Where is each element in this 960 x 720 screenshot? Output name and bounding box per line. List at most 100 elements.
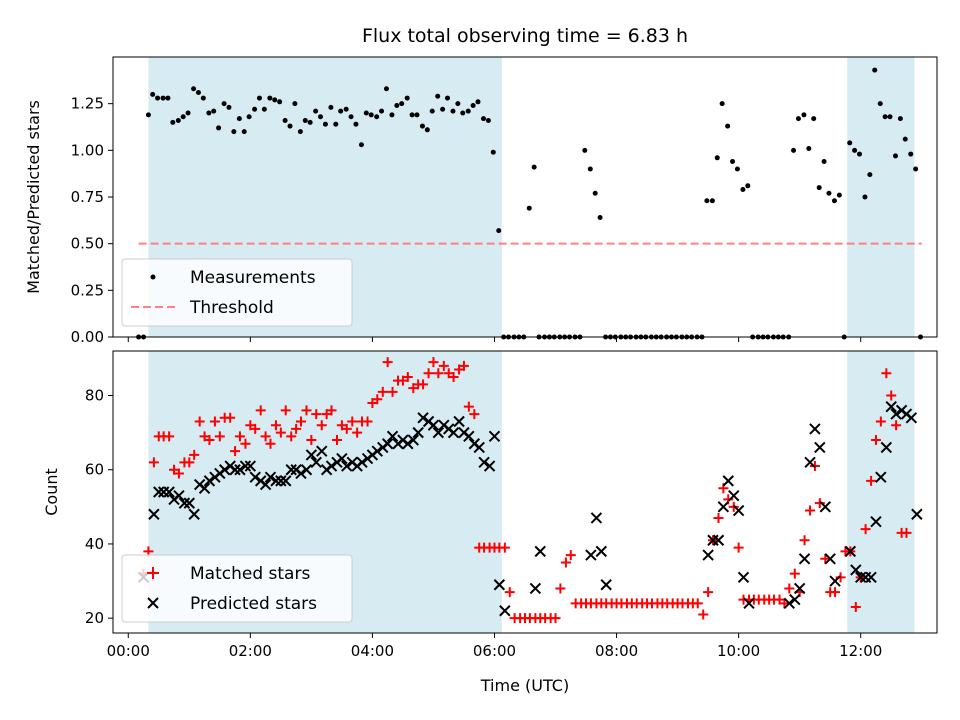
point-measurements <box>725 123 731 129</box>
point-predicted-stars <box>743 597 755 610</box>
point-predicted-stars <box>300 464 313 476</box>
point-predicted-stars <box>163 486 175 498</box>
point-matched-stars <box>550 613 561 624</box>
point-matched-stars <box>784 583 795 594</box>
x-tick-label: 08:00 <box>595 642 638 660</box>
point-measurements <box>714 155 720 161</box>
point-predicted-stars <box>275 475 287 487</box>
point-measurements <box>363 110 369 116</box>
point-matched-stars <box>225 412 236 423</box>
point-matched-stars <box>891 420 902 431</box>
point-matched-stars <box>362 416 373 427</box>
point-measurements <box>526 205 532 211</box>
point-predicted-stars <box>310 456 322 469</box>
point-predicted-stars <box>264 471 277 483</box>
point-predicted-stars <box>595 545 608 558</box>
point-measurements <box>475 99 481 105</box>
point-measurements <box>414 112 420 118</box>
point-measurements <box>287 123 293 129</box>
point-matched-stars <box>881 368 892 379</box>
point-measurements <box>313 108 319 114</box>
point-predicted-stars <box>732 504 745 517</box>
point-measurements <box>185 110 191 116</box>
point-matched-stars <box>270 420 281 431</box>
point-predicted-stars <box>249 471 261 483</box>
y-tick-label: 40 <box>85 535 104 553</box>
point-matched-stars <box>240 438 251 449</box>
y-tick-label: 0.25 <box>71 281 104 299</box>
point-predicted-stars <box>203 475 216 487</box>
point-measurements <box>587 166 593 172</box>
point-matched-stars <box>250 423 261 434</box>
y-tick-label: 60 <box>85 461 104 479</box>
point-matched-stars <box>265 438 276 449</box>
point-predicted-stars <box>280 475 292 487</box>
point-matched-stars <box>789 568 800 579</box>
point-matched-stars <box>402 371 413 382</box>
point-matched-stars <box>423 368 434 379</box>
point-matched-stars <box>779 598 790 609</box>
point-predicted-stars <box>850 564 862 576</box>
top-y-axis-label: Matched/Predicted stars <box>24 100 43 294</box>
point-matched-stars <box>713 512 724 523</box>
point-predicted-stars <box>173 490 185 502</box>
point-measurements <box>897 116 903 122</box>
point-measurements <box>155 95 161 101</box>
point-measurements <box>328 104 334 110</box>
point-predicted-stars <box>381 438 394 450</box>
point-measurements <box>887 114 893 120</box>
top-panel: 0.00 0.25 0.50 0.75 1.00 1.25 Flux total obse… <box>24 25 938 346</box>
point-measurements <box>277 99 283 105</box>
point-measurements <box>877 101 883 107</box>
point-measurements <box>175 117 181 123</box>
point-predicted-stars <box>402 438 414 450</box>
point-measurements <box>740 187 746 193</box>
point-matched-stars <box>280 405 291 416</box>
point-predicted-stars <box>305 449 318 461</box>
point-measurements <box>582 147 588 153</box>
point-measurements <box>709 198 715 204</box>
point-measurements <box>856 151 862 157</box>
point-measurements <box>394 103 400 109</box>
point-predicted-stars <box>824 553 836 565</box>
y-tick-label: 20 <box>85 609 104 627</box>
bottom-axes-frame <box>112 350 938 634</box>
point-predicted-stars <box>239 460 252 472</box>
point-measurements <box>470 103 476 109</box>
point-measurements <box>307 119 313 125</box>
point-predicted-stars <box>427 419 440 431</box>
point-measurements <box>704 198 710 204</box>
point-predicted-stars <box>325 460 338 472</box>
y-tick-label: 1.00 <box>71 141 104 159</box>
legend-label-threshold: Threshold <box>189 298 274 318</box>
point-predicted-stars <box>493 579 506 591</box>
point-matched-stars <box>341 423 352 434</box>
point-measurements <box>180 114 186 120</box>
point-predicted-stars <box>819 501 832 513</box>
point-predicted-stars <box>234 464 246 476</box>
point-matched-stars <box>377 386 388 397</box>
point-predicted-stars <box>229 464 241 476</box>
x-tick-label: 00:00 <box>107 642 150 660</box>
point-measurements <box>170 119 176 125</box>
point-predicted-stars <box>905 412 918 424</box>
point-matched-stars <box>387 386 398 397</box>
legend-marker-measurements <box>150 274 156 280</box>
bottom-y-axis-label: Count <box>42 468 61 516</box>
point-measurements <box>389 112 395 118</box>
point-matched-stars <box>189 449 200 460</box>
legend-label-measurements: Measurements <box>190 268 316 288</box>
legend-marker-matched-stars <box>147 567 159 579</box>
shaded-interval-1 <box>847 351 915 633</box>
point-measurements <box>191 86 197 92</box>
point-matched-stars <box>565 550 576 561</box>
point-measurements <box>343 106 349 112</box>
point-matched-stars <box>332 435 343 446</box>
point-predicted-stars <box>793 582 806 595</box>
point-matched-stars <box>428 357 439 368</box>
point-matched-stars <box>184 457 195 468</box>
point-measurements <box>831 198 837 204</box>
point-predicted-stars <box>783 597 795 610</box>
point-measurements <box>592 190 598 196</box>
point-predicted-stars <box>488 430 501 443</box>
